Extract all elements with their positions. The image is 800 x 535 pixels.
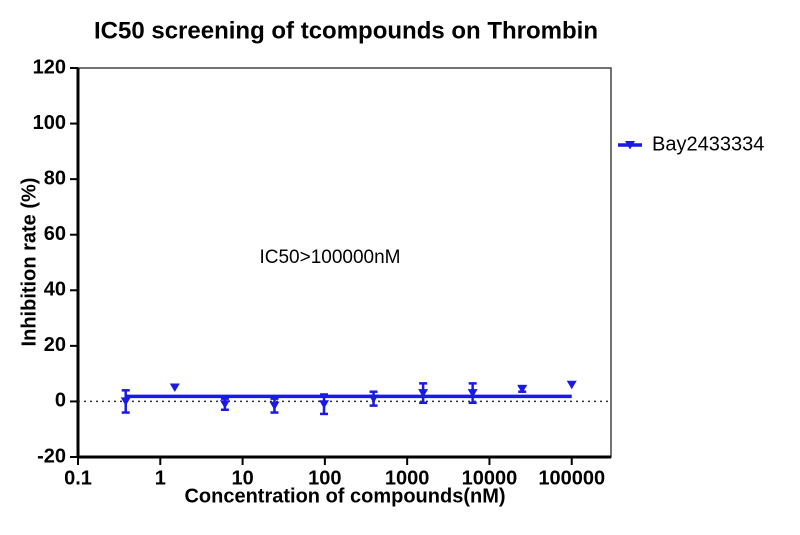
legend-marker xyxy=(625,141,635,150)
x-tick-label: 100000 xyxy=(538,467,605,489)
data-point xyxy=(319,400,330,409)
data-point xyxy=(219,400,230,409)
x-axis-label: Concentration of compounds(nM) xyxy=(184,485,505,507)
y-tick-label: 20 xyxy=(44,334,66,356)
y-tick-label: 80 xyxy=(44,167,66,189)
x-tick-label: 100 xyxy=(308,467,341,489)
data-point xyxy=(169,383,180,393)
x-tick-label: 10000 xyxy=(462,467,518,489)
y-tick-label: 40 xyxy=(44,279,66,301)
data-point xyxy=(120,397,131,406)
data-point xyxy=(566,380,577,390)
x-tick-label: 10 xyxy=(231,467,253,489)
legend-label: Bay2433334 xyxy=(652,133,764,155)
data-point xyxy=(467,389,478,398)
y-tick-label: 60 xyxy=(44,223,66,245)
y-tick-label: 100 xyxy=(33,112,66,134)
x-tick-label: 1000 xyxy=(385,467,430,489)
annotation: IC50>100000nM xyxy=(259,247,400,268)
y-tick-label: 0 xyxy=(55,390,66,412)
y-axis-label: Inhibition rate (%) xyxy=(18,178,40,347)
x-tick-label: 0.1 xyxy=(64,467,92,489)
data-point xyxy=(517,384,528,394)
x-tick-label: 1 xyxy=(155,467,166,489)
data-point xyxy=(418,389,429,398)
chart-title: IC50 screening of tcompounds on Thrombin xyxy=(94,17,598,44)
y-tick-label: -20 xyxy=(37,445,66,467)
y-tick-label: 120 xyxy=(33,56,66,78)
data-point xyxy=(269,401,280,411)
data-point xyxy=(368,394,379,404)
